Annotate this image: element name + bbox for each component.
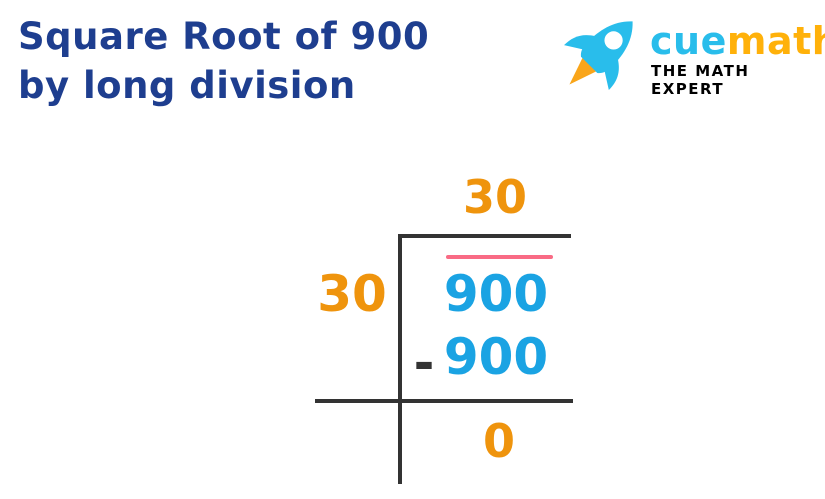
division-subtrahend: 900	[443, 328, 549, 386]
logo-tagline: THE MATH EXPERT	[651, 62, 750, 98]
page-title: Square Root of 900 by long division	[18, 12, 429, 110]
cuemath-logo: cuemath THE MATH EXPERT	[552, 6, 825, 102]
dividend-overline	[446, 255, 553, 259]
division-bracket-top-line	[398, 234, 571, 238]
logo-math-text: math	[726, 19, 825, 63]
division-remainder: 0	[482, 414, 515, 468]
division-divisor: 30	[317, 265, 387, 323]
minus-sign: -	[413, 334, 435, 392]
division-result-line	[315, 399, 573, 403]
division-bracket-vertical-line	[398, 234, 402, 484]
logo-wordmark: cuemath	[650, 22, 825, 60]
title-line1: Square Root of 900	[18, 15, 430, 58]
logo-cue-text: cue	[650, 19, 727, 63]
title-line2: by long division	[18, 64, 356, 107]
division-quotient: 30	[462, 170, 527, 224]
rocket-icon	[564, 21, 633, 90]
division-dividend: 900	[443, 265, 549, 323]
